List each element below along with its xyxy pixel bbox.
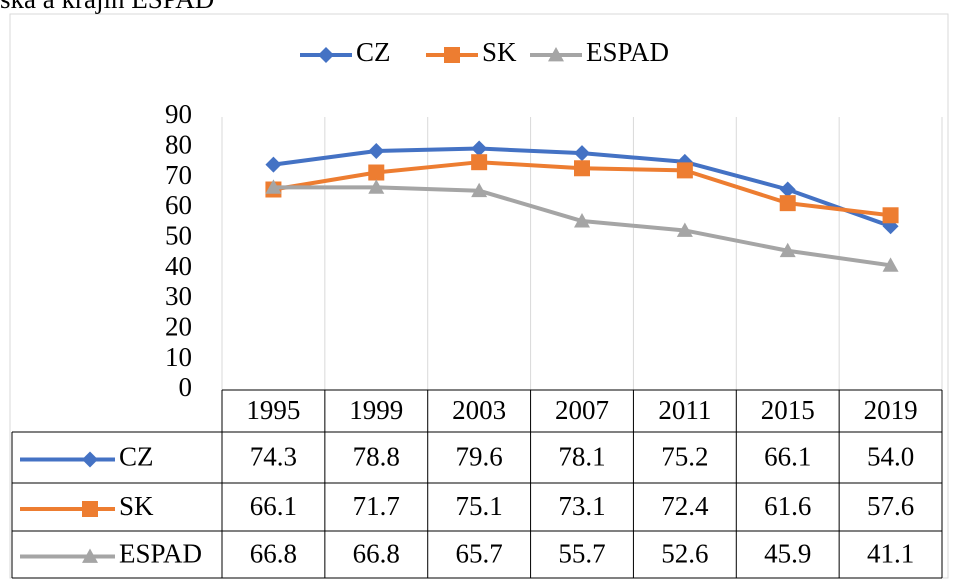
x-tick-label: 2003	[452, 395, 506, 425]
marker	[574, 160, 590, 177]
y-tick-label: 80	[165, 130, 192, 160]
marker	[779, 242, 796, 258]
table-row-label: ESPAD	[119, 539, 202, 569]
table-value: 54.0	[867, 442, 914, 472]
table-value: 73.1	[558, 491, 605, 521]
y-tick-label: 30	[165, 281, 192, 311]
marker	[265, 156, 282, 173]
x-tick-label: 1999	[349, 395, 403, 425]
y-tick-label: 20	[165, 312, 192, 342]
marker	[444, 47, 460, 63]
table-value: 66.8	[353, 539, 400, 569]
marker	[574, 213, 590, 228]
marker	[548, 47, 564, 62]
marker	[471, 182, 488, 198]
marker	[318, 47, 334, 63]
x-tick-label: 2011	[658, 395, 711, 425]
table-value: 71.7	[353, 491, 400, 521]
marker	[82, 451, 98, 468]
table-value: 55.7	[558, 539, 605, 569]
marker	[368, 179, 385, 194]
legend-label: CZ	[356, 37, 391, 67]
y-tick-label: 90	[165, 99, 192, 129]
table-value: 66.1	[764, 442, 811, 472]
y-tick-label: 10	[165, 342, 192, 372]
table-value: 72.4	[661, 491, 709, 521]
marker	[82, 548, 98, 563]
table-value: 79.6	[456, 442, 503, 472]
marker	[676, 222, 693, 237]
table-value: 65.7	[456, 539, 503, 569]
table-value: 74.3	[250, 442, 297, 472]
marker	[368, 164, 385, 181]
marker	[265, 179, 282, 194]
marker	[471, 140, 488, 157]
marker	[676, 162, 693, 179]
legend-label: ESPAD	[586, 37, 669, 67]
table-value: 61.6	[764, 491, 811, 521]
y-tick-label: 70	[165, 160, 192, 190]
marker	[82, 501, 98, 517]
table-value: 57.6	[867, 491, 914, 521]
marker	[779, 195, 796, 212]
table-value: 66.1	[250, 491, 297, 521]
table-value: 41.1	[867, 539, 914, 569]
x-tick-label: 1995	[246, 395, 300, 425]
marker	[779, 181, 796, 198]
y-tick-label: 0	[179, 372, 193, 402]
marker	[574, 145, 590, 162]
table-value: 66.8	[250, 539, 297, 569]
x-tick-label: 2019	[864, 395, 918, 425]
y-tick-label: 60	[165, 190, 192, 220]
x-tick-label: 2015	[761, 395, 815, 425]
x-tick-label: 2007	[555, 395, 609, 425]
marker	[882, 257, 899, 272]
marker	[471, 154, 488, 171]
table-row-label: SK	[119, 491, 154, 521]
table-value: 45.9	[764, 539, 811, 569]
table-value: 75.2	[661, 442, 708, 472]
marker	[882, 207, 899, 224]
y-tick-label: 50	[165, 221, 192, 251]
table-row-label: CZ	[119, 442, 154, 472]
table-value: 78.1	[558, 442, 605, 472]
marker	[368, 142, 385, 159]
table-value: 75.1	[456, 491, 503, 521]
table-value: 78.8	[353, 442, 400, 472]
legend-label: SK	[482, 37, 517, 67]
chart-title: ska a krajin ESPAD	[0, 0, 214, 14]
table-value: 52.6	[661, 539, 708, 569]
y-tick-label: 40	[165, 251, 192, 281]
